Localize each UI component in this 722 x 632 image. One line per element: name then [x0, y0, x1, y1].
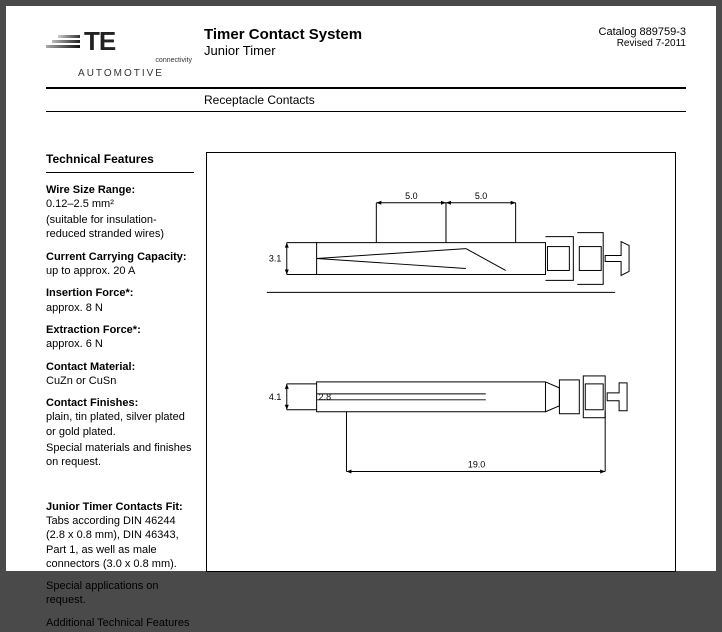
material-label: Contact Material:	[46, 360, 194, 374]
ccc-label: Current Carrying Capacity:	[46, 250, 194, 264]
insertion-val: approx. 8 N	[46, 301, 194, 315]
title-block: Timer Contact System Junior Timer	[196, 26, 599, 79]
features-heading: Technical Features	[46, 152, 194, 173]
wire-size-val1: 0.12–2.5 mm²	[46, 197, 194, 211]
fit-val3: Additional Technical Features	[46, 616, 194, 630]
ccc-val: up to approx. 20 A	[46, 264, 194, 278]
revised-date: Revised 7-2011	[599, 38, 686, 49]
datasheet-page: TE connectivity AUTOMOTIVE Timer Contact…	[6, 6, 716, 571]
drawing-holder: 5.0 5.0 3.1 4.1 2.8 19.0	[206, 152, 686, 632]
svg-text:2.8: 2.8	[319, 392, 331, 402]
body: Technical Features Wire Size Range: 0.12…	[46, 152, 686, 632]
catalog-number: Catalog 889759-3	[599, 26, 686, 38]
material-val: CuZn or CuSn	[46, 374, 194, 388]
doc-subtitle: Junior Timer	[204, 43, 599, 58]
finish-val: plain, tin plated, silver plated or gold…	[46, 410, 194, 439]
finish-label: Contact Finishes:	[46, 396, 194, 410]
svg-text:4.1: 4.1	[269, 392, 281, 402]
wire-size-label: Wire Size Range:	[46, 183, 194, 197]
logo-block: TE connectivity AUTOMOTIVE	[46, 26, 196, 79]
svg-text:19.0: 19.0	[468, 459, 485, 469]
logo-automotive: AUTOMOTIVE	[46, 68, 196, 79]
extraction-label: Extraction Force*:	[46, 323, 194, 337]
logo-connectivity: connectivity	[46, 57, 196, 64]
section-bar: Receptacle Contacts	[46, 89, 686, 112]
technical-drawing: 5.0 5.0 3.1 4.1 2.8 19.0	[206, 152, 676, 572]
fit-val2: Special applications on request.	[46, 579, 194, 608]
insertion-label: Insertion Force*:	[46, 286, 194, 300]
special-note: Special materials and finishes on reques…	[46, 441, 194, 470]
logo-te-text: TE	[84, 26, 115, 57]
doc-title: Timer Contact System	[204, 26, 599, 43]
fit-label: Junior Timer Contacts Fit:	[46, 500, 194, 514]
technical-features: Technical Features Wire Size Range: 0.12…	[46, 152, 206, 632]
svg-text:5.0: 5.0	[475, 191, 487, 201]
svg-text:3.1: 3.1	[269, 254, 281, 264]
svg-text:5.0: 5.0	[405, 191, 417, 201]
logo-bars-icon	[46, 35, 80, 48]
fit-val1: Tabs according DIN 46244 (2.8 x 0.8 mm),…	[46, 514, 194, 571]
header: TE connectivity AUTOMOTIVE Timer Contact…	[46, 26, 686, 89]
catalog-block: Catalog 889759-3 Revised 7-2011	[599, 26, 686, 79]
extraction-val: approx. 6 N	[46, 337, 194, 351]
wire-size-val2: (suitable for insulation-reduced strande…	[46, 213, 194, 242]
